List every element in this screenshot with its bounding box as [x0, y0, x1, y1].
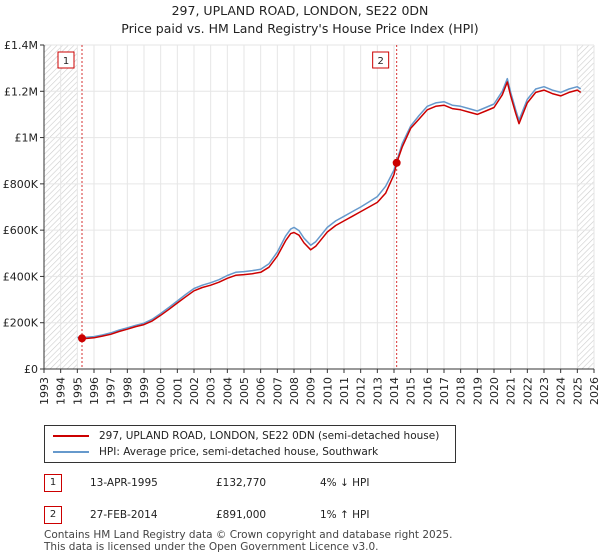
transaction-badge: 1	[44, 474, 62, 492]
transaction-date: 13-APR-1995	[90, 477, 158, 489]
x-tick-label: 2009	[305, 377, 318, 405]
x-tick-label: 2016	[421, 377, 434, 405]
x-tick-label: 2004	[221, 377, 234, 405]
transaction-date: 27-FEB-2014	[90, 509, 158, 521]
x-tick-label: 2017	[438, 377, 451, 405]
x-tick-label: 1993	[38, 377, 51, 405]
x-tick-label: 1996	[88, 377, 101, 405]
x-tick-label: 2019	[471, 377, 484, 405]
sale-point	[78, 334, 86, 343]
sale-badge-label: 1	[63, 56, 69, 67]
x-tick-label: 2007	[271, 377, 284, 405]
y-tick-label: £1M	[15, 132, 39, 145]
footer-line-1: Contains HM Land Registry data © Crown c…	[44, 529, 453, 541]
x-tick-label: 1999	[138, 377, 151, 405]
table-row: 2 27-FEB-2014 £891,000 1% ↑ HPI	[44, 506, 564, 526]
legend-swatch-price	[53, 435, 89, 437]
hatch-region-right	[577, 45, 594, 369]
legend-swatch-hpi	[53, 451, 89, 453]
y-tick-label: £1.4M	[4, 39, 38, 52]
transaction-hpi: 1% ↑ HPI	[320, 509, 370, 521]
sale-badge	[372, 51, 390, 69]
x-tick-label: 1997	[105, 377, 118, 405]
x-tick-label: 2026	[588, 377, 600, 405]
hpi-line	[77, 77, 582, 339]
x-tick-label: 2010	[321, 377, 334, 405]
x-tick-label: 2014	[388, 377, 401, 405]
x-tick-label: 2021	[505, 377, 518, 405]
sale-badge-label: 2	[377, 56, 383, 67]
y-tick-label: £600K	[3, 224, 39, 237]
footer: Contains HM Land Registry data © Crown c…	[44, 529, 452, 553]
plot-area	[44, 45, 594, 369]
x-tick-label: 2006	[255, 377, 268, 405]
y-tick-label: £200K	[3, 317, 39, 330]
sale-point	[392, 158, 401, 167]
x-tick-label: 2005	[238, 377, 251, 405]
x-tick-label: 2020	[488, 377, 501, 405]
chart-legend: 297, UPLAND ROAD, LONDON, SE22 0DN (semi…	[44, 425, 456, 463]
x-tick-label: 2011	[338, 377, 351, 405]
x-tick-label: 2025	[571, 377, 584, 405]
x-tick-label: 2000	[155, 377, 168, 405]
legend-item-price: 297, UPLAND ROAD, LONDON, SE22 0DN (semi…	[53, 428, 439, 444]
y-tick-label: £1.2M	[4, 85, 38, 98]
x-tick-label: 2018	[455, 377, 468, 405]
sale-badge	[57, 51, 75, 69]
x-tick-label: 2002	[188, 377, 201, 405]
chart-subtitle: Price paid vs. HM Land Registry's House …	[121, 21, 479, 36]
x-tick-label: 1998	[121, 377, 134, 405]
legend-label-price: 297, UPLAND ROAD, LONDON, SE22 0DN (semi…	[99, 430, 440, 442]
x-tick-label: 2003	[205, 377, 218, 405]
price-paid-line	[81, 81, 582, 340]
x-tick-label: 2022	[521, 377, 534, 405]
legend-label-hpi: HPI: Average price, semi-detached house,…	[99, 446, 379, 458]
x-tick-label: 1995	[71, 377, 84, 405]
price-chart: 1 2 £0 £200K £400K £600K £800K £1M £1.2M £1.4M 199…	[3, 39, 600, 405]
table-row: 1 13-APR-1995 £132,770 4% ↓ HPI	[44, 474, 564, 494]
transaction-badge: 2	[44, 506, 62, 524]
transaction-price: £132,770	[216, 477, 267, 489]
x-tick-label: 2013	[371, 377, 384, 405]
x-tick-label: 2015	[405, 377, 418, 405]
y-tick-label: £800K	[3, 178, 39, 191]
x-tick-label: 2012	[355, 377, 368, 405]
legend-item-hpi: HPI: Average price, semi-detached house,…	[53, 444, 378, 460]
transaction-price: £891,000	[216, 509, 267, 521]
x-tick-label: 2024	[555, 377, 568, 405]
x-tick-label: 1994	[55, 377, 68, 405]
x-tick-label: 2023	[538, 377, 551, 405]
transaction-hpi: 4% ↓ HPI	[320, 477, 370, 489]
chart-title: 297, UPLAND ROAD, LONDON, SE22 0DN	[171, 3, 429, 18]
y-tick-label: £400K	[3, 270, 39, 283]
y-tick-label: £0	[24, 363, 38, 376]
footer-line-2: This data is licensed under the Open Gov…	[44, 541, 379, 553]
x-tick-label: 2001	[171, 377, 184, 405]
x-tick-label: 2008	[288, 377, 301, 405]
